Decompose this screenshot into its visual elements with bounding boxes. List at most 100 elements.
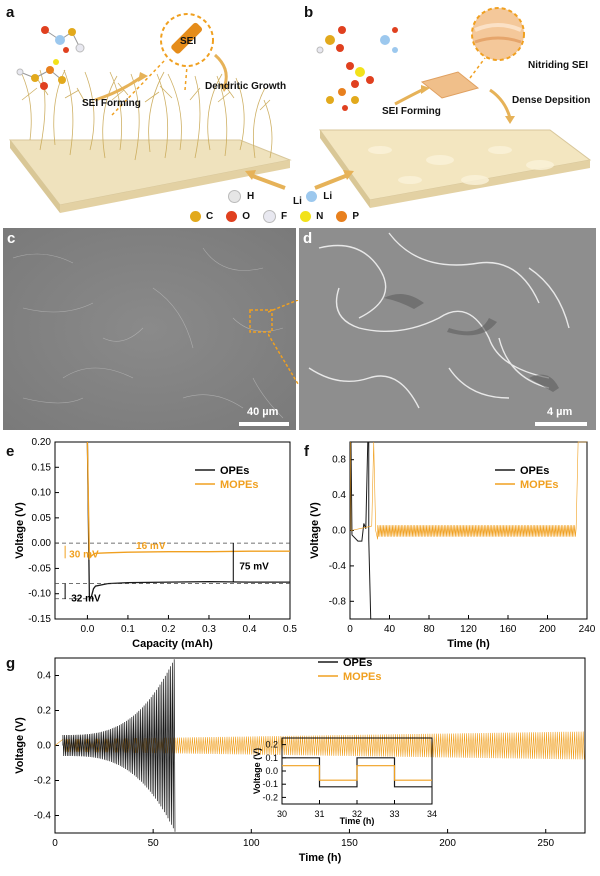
scale-bar-c (239, 422, 289, 426)
y-tick-label: 0.20 (32, 437, 52, 448)
x-tick-label: 0 (347, 624, 353, 635)
li-arrows (245, 170, 354, 190)
x-axis-label: Time (h) (340, 816, 375, 826)
atom-dot-icon (306, 191, 318, 202)
series-line-mopes (350, 441, 587, 540)
dendritic-growth-label: Dendritic Growth (205, 81, 287, 92)
y-tick-label: 0.0 (265, 766, 278, 776)
panel-letter-a: a (6, 4, 15, 21)
x-tick-label: 0.4 (243, 624, 257, 635)
x-tick-label: 33 (389, 809, 399, 819)
panel-a: a SEI SEI Forming Dendritic Growth (0, 0, 300, 225)
atom-dot-icon (300, 211, 312, 222)
y-tick-label: 0.1 (265, 753, 278, 763)
x-tick-label: 200 (439, 838, 456, 849)
y-tick-label: -0.10 (28, 589, 51, 600)
x-tick-label: 100 (243, 838, 260, 849)
scale-bar-d (535, 422, 587, 426)
inset-line-mopes (282, 765, 432, 781)
panel-b: b Nitriding SEI SEI Forming Dense Depsit… (300, 0, 600, 225)
atom-legend-h: H (228, 190, 254, 203)
x-tick-label: 0.2 (161, 624, 175, 635)
x-tick-label: 50 (148, 838, 160, 849)
sei-forming-label-a: SEI Forming (82, 98, 141, 109)
sem-image-d: d 4 µm (299, 228, 596, 430)
schematic-b (316, 7, 592, 208)
series-line-opes (86, 441, 290, 601)
atom-dot-icon (336, 211, 348, 222)
atom-dot-icon (263, 210, 277, 223)
atom-legend-c: C (190, 210, 213, 223)
x-tick-label: 0.3 (202, 624, 216, 635)
y-axis-label: Voltage (V) (14, 502, 26, 559)
y-tick-label: -0.2 (34, 776, 52, 787)
panel-letter-c: c (7, 230, 16, 247)
annot-16mv: 16 mV (136, 541, 166, 552)
legend-label: MOPEs (343, 671, 382, 683)
x-tick-label: 40 (384, 624, 396, 635)
y-tick-label: 0.2 (265, 740, 278, 750)
x-tick-label: 0.0 (80, 624, 94, 635)
chart-e: 0.0 0.1 0.2 0.3 0.4 0.5 0.20 0.15 0.10 0.05 0.00 -0… (14, 437, 297, 650)
x-axis-label: Time (h) (299, 852, 342, 864)
x-tick-label: 0.5 (283, 624, 297, 635)
y-axis-label: Voltage (V) (309, 502, 321, 559)
sei-label-a: SEI (180, 36, 197, 47)
y-axis-label: Voltage (V) (252, 748, 262, 794)
y-tick-label: 0.8 (332, 455, 346, 466)
y-tick-label: 0.10 (32, 488, 52, 499)
panel-letter-b: b (304, 4, 314, 21)
y-tick-label: 0.2 (37, 706, 51, 717)
zoom-connector (268, 300, 299, 385)
sem-image-c: c 40 µm (3, 228, 296, 430)
legend-label: MOPEs (520, 479, 559, 491)
y-tick-label: 0.00 (32, 538, 52, 549)
annot-32mv: 32 mV (71, 593, 101, 604)
legend-label: OPEs (343, 657, 372, 669)
plot-frame (54, 441, 291, 620)
x-axis-label: Capacity (mAh) (132, 638, 213, 650)
atom-legend-row1: H Li (228, 190, 332, 203)
panel-letter-g: g (6, 655, 16, 672)
y-tick-label: 0.15 (32, 462, 52, 473)
annot-30mv: 30 mV (69, 549, 99, 560)
y-tick-label: 0.4 (332, 490, 346, 501)
legend-label: OPEs (520, 465, 549, 477)
atom-legend-li: Li (306, 190, 332, 203)
y-tick-label: 0.4 (37, 671, 51, 682)
atom-dot-icon (226, 211, 238, 222)
li-center-label: Li (293, 196, 302, 207)
panel-letter-e: e (6, 443, 15, 460)
y-tick-label: -0.8 (329, 596, 347, 607)
x-tick-label: 34 (427, 809, 437, 819)
x-tick-label: 240 (579, 624, 596, 635)
x-tick-label: 0.1 (121, 624, 135, 635)
scale-label-d: 4 µm (547, 406, 573, 418)
chart-f: 0 40 80 120 160 200 240 0.8 0.4 0.0 -0.4 -0.8 Time (… (309, 441, 596, 650)
x-tick-label: 80 (423, 624, 435, 635)
atom-legend-p: P (336, 210, 359, 223)
atom-legend-n: N (300, 210, 323, 223)
schematic-a (8, 13, 292, 213)
sei-forming-label-b: SEI Forming (382, 106, 441, 117)
y-tick-label: -0.4 (34, 811, 52, 822)
x-tick-label: 200 (539, 624, 556, 635)
x-tick-label: 30 (277, 809, 287, 819)
x-tick-label: 32 (352, 809, 362, 819)
series-line-mopes (86, 441, 290, 561)
atom-dot-icon (190, 211, 201, 222)
atom-legend-o: O (226, 210, 250, 223)
x-tick-label: 160 (500, 624, 517, 635)
x-axis-label: Time (h) (447, 638, 490, 650)
series-line-opes (350, 441, 372, 620)
dense-deposition-label: Dense Depsition (512, 95, 591, 106)
y-tick-label: -0.15 (28, 614, 51, 625)
x-tick-label: 250 (537, 838, 554, 849)
sem-texture-d (299, 228, 596, 430)
sem-texture-c (3, 228, 296, 430)
y-axis-label: Voltage (V) (14, 717, 26, 774)
scale-label-c: 40 µm (247, 406, 279, 418)
legend-label: MOPEs (220, 479, 259, 491)
y-tick-label: -0.2 (262, 792, 278, 802)
x-tick-label: 0 (52, 838, 58, 849)
